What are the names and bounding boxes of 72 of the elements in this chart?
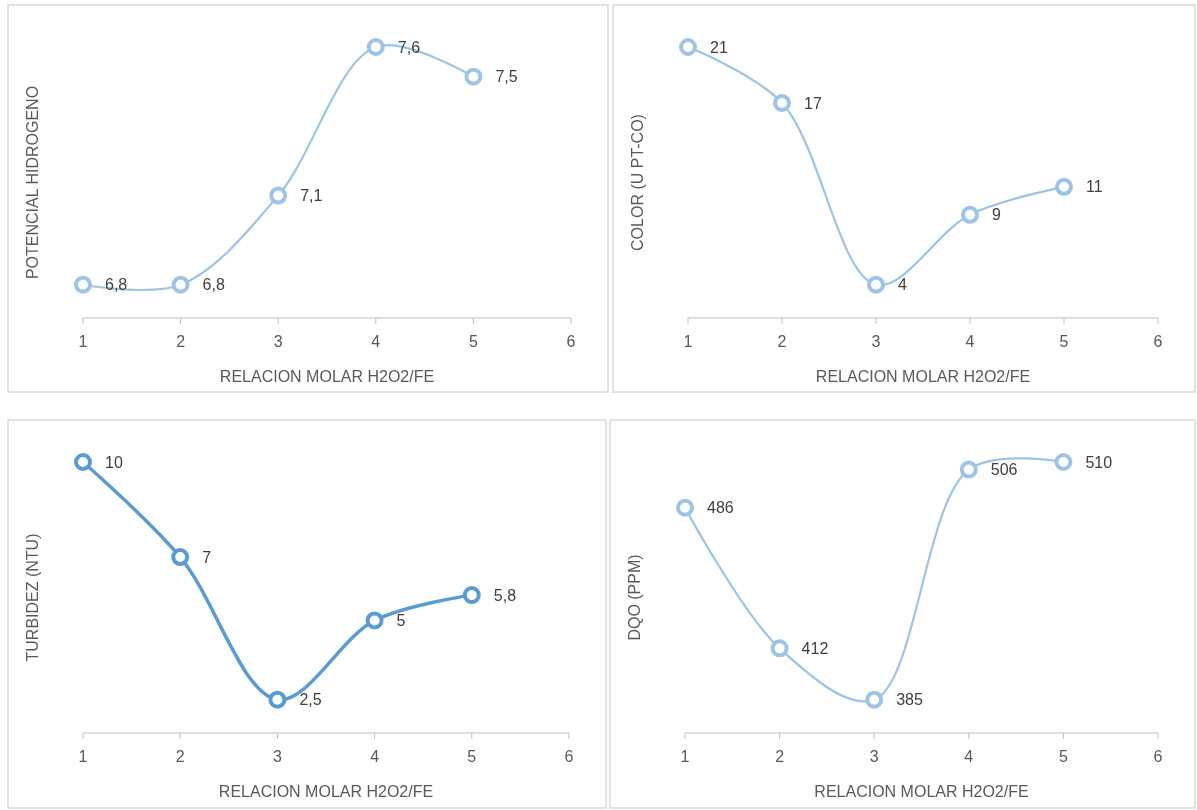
x-axis-title: RELACION MOLAR H2O2/FE	[814, 783, 1029, 800]
point	[366, 38, 385, 56]
data-label: 412	[801, 639, 829, 657]
x-tick-label: 5	[468, 333, 478, 350]
x-axis-title: RELACION MOLAR H2O2/FE	[218, 783, 434, 800]
data-label: 7	[202, 548, 212, 566]
data-label: 9	[992, 206, 1001, 224]
x-tick-label: 5	[1059, 333, 1069, 350]
point	[676, 498, 694, 517]
data-label: 7,6	[397, 38, 421, 56]
data-label: 5,8	[493, 586, 517, 604]
y-axis-title: POTENCIAL HIDROGENO	[24, 85, 41, 280]
x-tick-label: 1	[683, 333, 693, 350]
point	[959, 460, 978, 479]
x-tick-label: 1	[680, 748, 690, 765]
data-label: 5	[396, 612, 406, 630]
x-tick-label: 4	[371, 333, 381, 350]
x-tick-label: 3	[869, 748, 879, 765]
point	[269, 186, 288, 205]
point	[462, 586, 481, 605]
point	[961, 205, 979, 224]
x-tick-label: 2	[175, 748, 185, 765]
data-label: 4	[898, 276, 907, 294]
data-label: 510	[1085, 453, 1113, 471]
data-label: 7,1	[300, 187, 323, 205]
x-axis-title: RELACION MOLAR H2O2/FE	[219, 368, 435, 385]
x-tick-label: 6	[1153, 333, 1163, 350]
point	[773, 93, 791, 112]
x-tick-label: 6	[564, 748, 574, 765]
data-label: 21	[710, 38, 728, 56]
x-tick-label: 2	[777, 333, 787, 350]
y-axis-title: COLOR (U PT-CO)	[629, 114, 646, 251]
y-axis-title: DQO (PPM)	[626, 554, 643, 641]
point	[865, 690, 884, 709]
y-axis-title: TURBIDEZ (NTU)	[24, 533, 41, 662]
data-label: 10	[105, 453, 123, 471]
data-label: 17	[804, 94, 822, 112]
point	[867, 275, 885, 294]
data-label: 385	[896, 691, 923, 709]
x-tick-label: 1	[78, 748, 88, 765]
data-label: 2,5	[299, 691, 322, 709]
data-label: 506	[990, 461, 1018, 479]
x-tick-label: 3	[273, 333, 283, 350]
point	[171, 548, 190, 567]
point	[1055, 177, 1073, 196]
x-tick-label: 1	[78, 333, 88, 350]
point	[770, 639, 789, 658]
point	[268, 690, 287, 709]
point	[171, 275, 190, 294]
point	[679, 38, 697, 56]
data-label: 486	[707, 499, 734, 517]
x-axis-title: RELACION MOLAR H2O2/FE	[815, 368, 1031, 385]
x-tick-label: 3	[272, 748, 282, 765]
x-tick-label: 3	[871, 333, 881, 350]
point	[74, 453, 92, 471]
point	[464, 67, 483, 86]
x-tick-label: 6	[1153, 748, 1163, 765]
point	[365, 611, 384, 630]
x-tick-label: 2	[775, 748, 785, 765]
x-tick-label: 5	[1058, 748, 1068, 765]
x-tick-label: 4	[964, 748, 974, 765]
point	[1054, 453, 1073, 471]
data-label: 11	[1086, 178, 1103, 196]
data-label: 6,8	[105, 276, 128, 294]
x-tick-label: 4	[965, 333, 975, 350]
data-label: 7,5	[495, 68, 518, 86]
x-tick-label: 5	[467, 748, 477, 765]
point	[74, 275, 92, 294]
x-tick-label: 4	[370, 748, 380, 765]
x-tick-label: 6	[566, 333, 576, 350]
data-label: 6,8	[202, 276, 225, 294]
x-tick-label: 2	[176, 333, 186, 350]
